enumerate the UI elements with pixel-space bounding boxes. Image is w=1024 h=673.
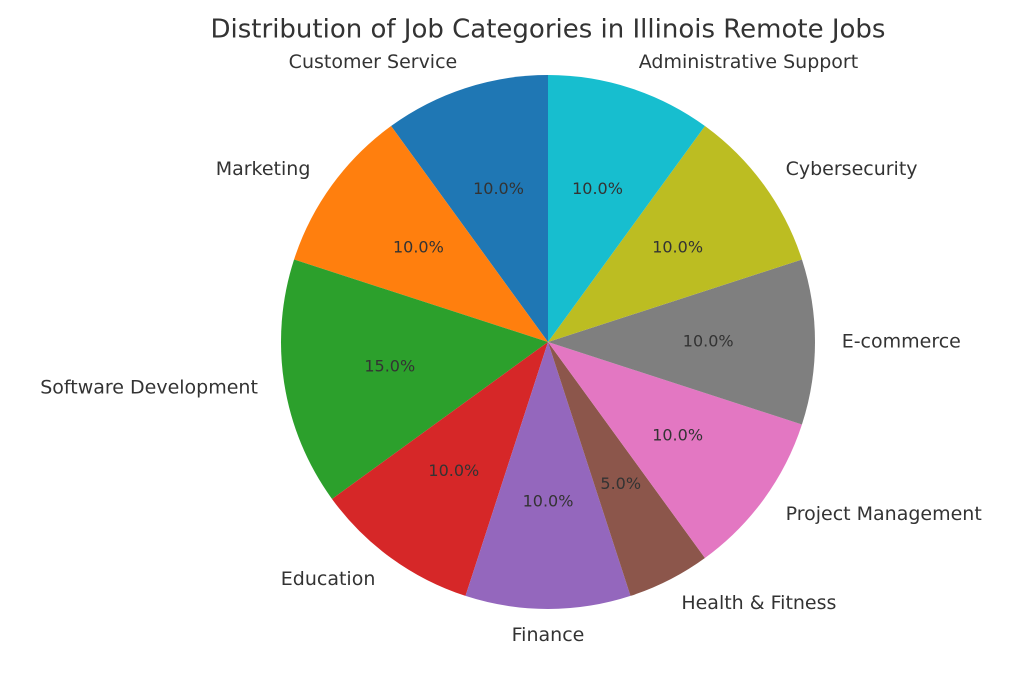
slice-label: Software Development: [40, 376, 258, 398]
pie-slice: [281, 259, 548, 499]
slice-label: Finance: [512, 624, 585, 646]
pie-slice: [548, 342, 705, 596]
value-label: 10.0%: [473, 179, 524, 198]
value-label: 10.0%: [652, 237, 703, 256]
pie-slice: [548, 75, 705, 342]
value-label: 10.0%: [683, 332, 734, 351]
pie-slice: [391, 75, 548, 342]
pie-slice: [465, 342, 631, 609]
value-label: 10.0%: [523, 492, 574, 511]
pie-slice: [331, 342, 548, 596]
slice-label: Customer Service: [289, 51, 458, 73]
value-label: 10.0%: [428, 461, 479, 480]
slice-label: E-commerce: [842, 331, 961, 353]
value-label: 10.0%: [393, 237, 444, 256]
value-label: 10.0%: [572, 179, 623, 198]
slice-label: Marketing: [216, 158, 311, 180]
pie-slice: [548, 259, 815, 425]
slice-label: Health & Fitness: [681, 592, 836, 614]
value-label: 10.0%: [652, 426, 703, 445]
value-label: 5.0%: [600, 474, 641, 493]
slice-label: Administrative Support: [639, 51, 858, 73]
slice-label: Project Management: [786, 503, 982, 525]
pie-slice: [294, 125, 548, 342]
slice-label: Cybersecurity: [786, 158, 918, 180]
chart-title: Distribution of Job Categories in Illino…: [211, 15, 886, 45]
value-label: 15.0%: [364, 357, 415, 376]
pie-slice: [548, 342, 802, 559]
pie-slice: [548, 125, 802, 342]
slice-label: Education: [281, 568, 376, 590]
